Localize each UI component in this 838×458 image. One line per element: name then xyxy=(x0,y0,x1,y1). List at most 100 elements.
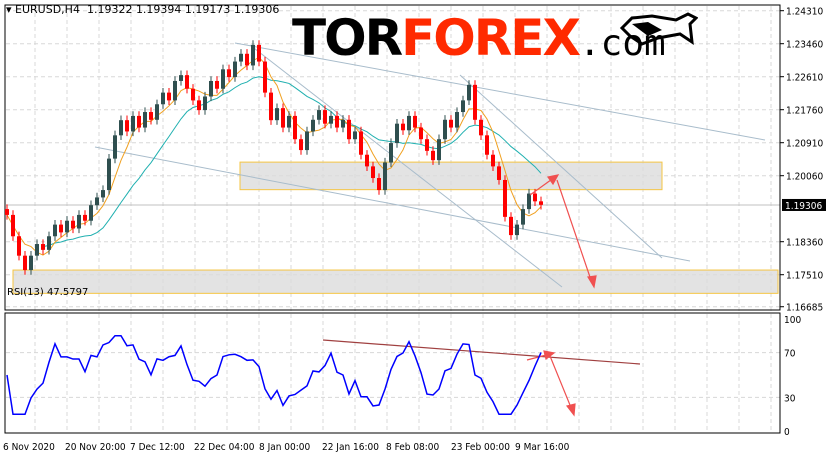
candle-body xyxy=(221,69,225,89)
symbol-header: ▾ EURUSD,H4 1.19322 1.19394 1.19173 1.19… xyxy=(6,3,280,16)
candle-body xyxy=(179,75,183,81)
rsi-tick-label: 70 xyxy=(784,349,796,360)
rsi-line xyxy=(6,335,542,415)
time-tick-label: 22 Dec 04:00 xyxy=(194,442,255,453)
candle-body xyxy=(257,44,261,62)
candle-body xyxy=(407,115,411,131)
rsi-tick-label: 0 xyxy=(784,427,790,438)
price-axis: 1.24310 1.23460 1.22610 1.21760 1.20910 1.200… xyxy=(780,7,823,314)
time-tick-label: 9 Mar 16:00 xyxy=(515,442,570,453)
candle-body xyxy=(269,92,273,121)
candle-body xyxy=(125,120,129,132)
candle-body xyxy=(467,84,471,101)
price-tick-label: 1.18360 xyxy=(786,238,823,249)
candle-body xyxy=(473,84,477,120)
candle-body xyxy=(59,224,63,233)
price-tick-label: 1.21760 xyxy=(786,106,823,117)
candle-body xyxy=(425,139,429,151)
candle-body xyxy=(71,220,75,229)
candle-body xyxy=(419,127,423,140)
candle-body xyxy=(533,193,537,202)
candle-body xyxy=(521,209,525,225)
candle-body xyxy=(293,115,297,140)
candle-body xyxy=(359,131,363,155)
arrowhead xyxy=(546,174,560,186)
bull-logo-icon xyxy=(619,12,698,46)
candle-body xyxy=(167,92,171,101)
support-zone xyxy=(12,269,779,294)
candle-body xyxy=(83,214,87,221)
price-tick-label: 1.24310 xyxy=(786,7,823,18)
candle-body xyxy=(491,154,495,167)
candle-body xyxy=(497,166,501,180)
candle-body xyxy=(17,236,21,256)
candle-body xyxy=(35,244,39,256)
candle-body xyxy=(539,201,543,205)
candle-body xyxy=(227,69,231,78)
rsi-tick-label: 30 xyxy=(784,393,796,404)
candle-body xyxy=(335,115,339,128)
candle-body xyxy=(323,110,327,124)
candle-body xyxy=(449,119,453,128)
candle-body xyxy=(431,150,435,161)
last-price-label: 1.19306 xyxy=(785,201,822,212)
candle-body xyxy=(155,104,159,120)
time-tick-label: 22 Jan 16:00 xyxy=(322,442,379,453)
candle-body xyxy=(119,120,123,136)
trend-line xyxy=(249,44,563,288)
candle-body xyxy=(5,209,9,215)
rsi-axis: 100 70 30 0 xyxy=(784,315,801,438)
time-tick-label: 8 Jan 00:00 xyxy=(259,442,311,453)
candle-body xyxy=(149,112,153,120)
candle-body xyxy=(275,108,279,121)
candle-body xyxy=(455,112,459,128)
rsi-trend-line xyxy=(322,339,641,365)
candle-body xyxy=(41,244,45,250)
symbol: EURUSD,H4 xyxy=(15,3,80,16)
candle-body xyxy=(107,158,111,191)
candle-body xyxy=(479,119,483,136)
time-axis: 6 Nov 2020 20 Nov 20:00 7 Dec 12:00 22 Dec … xyxy=(3,442,570,453)
candle-body xyxy=(263,61,267,93)
last-price-tag xyxy=(782,198,826,211)
candle-body xyxy=(11,214,15,237)
forecast-arrows xyxy=(322,174,641,417)
candle-body xyxy=(101,190,105,198)
candle-body xyxy=(329,115,333,124)
candle-body xyxy=(173,80,177,101)
price-tick-label: 1.22610 xyxy=(786,73,823,84)
ma-fast-line xyxy=(6,56,542,256)
candle-body xyxy=(413,115,417,128)
candle-body xyxy=(377,178,381,191)
ma-slow-line xyxy=(42,76,542,248)
candle-body xyxy=(215,80,219,89)
candle-body xyxy=(89,205,93,221)
rsi-pane-border xyxy=(4,312,781,434)
rsi-tick-label: 100 xyxy=(784,315,801,326)
candle-body xyxy=(437,139,441,161)
candle-body xyxy=(527,193,531,210)
candle-body xyxy=(401,123,405,131)
candle-body xyxy=(131,115,135,132)
time-tick-label: 6 Nov 2020 xyxy=(3,442,55,453)
candle-body xyxy=(77,214,81,229)
candle-body xyxy=(389,143,393,163)
price-tick-label: 1.20060 xyxy=(786,172,823,183)
arrowhead xyxy=(587,275,597,289)
candle-body xyxy=(461,100,465,113)
trend-lines xyxy=(94,42,766,288)
candles xyxy=(5,40,543,275)
candle-body xyxy=(365,154,369,167)
trend-line xyxy=(459,74,663,259)
candle-body xyxy=(353,131,357,140)
candle-body xyxy=(515,224,519,236)
candle-body xyxy=(209,80,213,97)
main-pane-border xyxy=(4,4,781,311)
candle-body xyxy=(305,131,309,151)
price-tick-label: 1.23460 xyxy=(786,40,823,51)
candle-body xyxy=(287,115,291,128)
candle-body xyxy=(509,216,513,236)
logo: TORFOREX.com xyxy=(292,9,666,67)
